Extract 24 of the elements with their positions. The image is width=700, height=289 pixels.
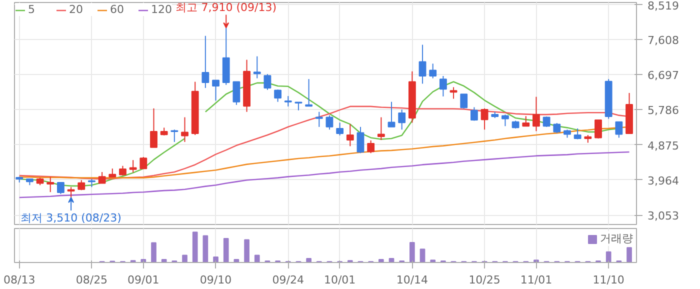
legend-label: 5	[28, 3, 36, 16]
legend-label: 60	[110, 3, 125, 16]
y-tick-label: 5,786	[648, 104, 679, 118]
x-tick-label: 11/10	[592, 274, 624, 286]
x-tick-label: 10/01	[324, 274, 356, 286]
y-tick-label: 3,053	[648, 210, 679, 223]
legend-label: 20	[69, 3, 84, 16]
x-tick-label: 08/13	[4, 274, 36, 286]
x-tick-label: 09/24	[272, 274, 304, 286]
x-tick-label: 09/01	[128, 274, 160, 286]
x-tick-label: 10/14	[396, 274, 428, 286]
legend-label: 120	[151, 3, 172, 16]
y-tick-label: 8,519	[648, 0, 679, 12]
x-tick-label: 11/01	[520, 274, 552, 286]
annotation: 최고 7,910 (09/13)	[176, 0, 277, 14]
y-tick-label: 6,697	[648, 69, 679, 82]
y-tick-label: 4,875	[648, 139, 679, 152]
x-tick-label: 08/25	[76, 274, 108, 286]
x-tick-label: 10/25	[468, 274, 500, 286]
y-tick-label: 3,964	[648, 174, 679, 188]
annotation: 최저 3,510 (08/23)	[20, 211, 122, 224]
legend-label: 거래량	[600, 231, 633, 246]
x-tick-label: 09/10	[200, 274, 232, 286]
y-tick-label: 7,608	[648, 34, 679, 47]
